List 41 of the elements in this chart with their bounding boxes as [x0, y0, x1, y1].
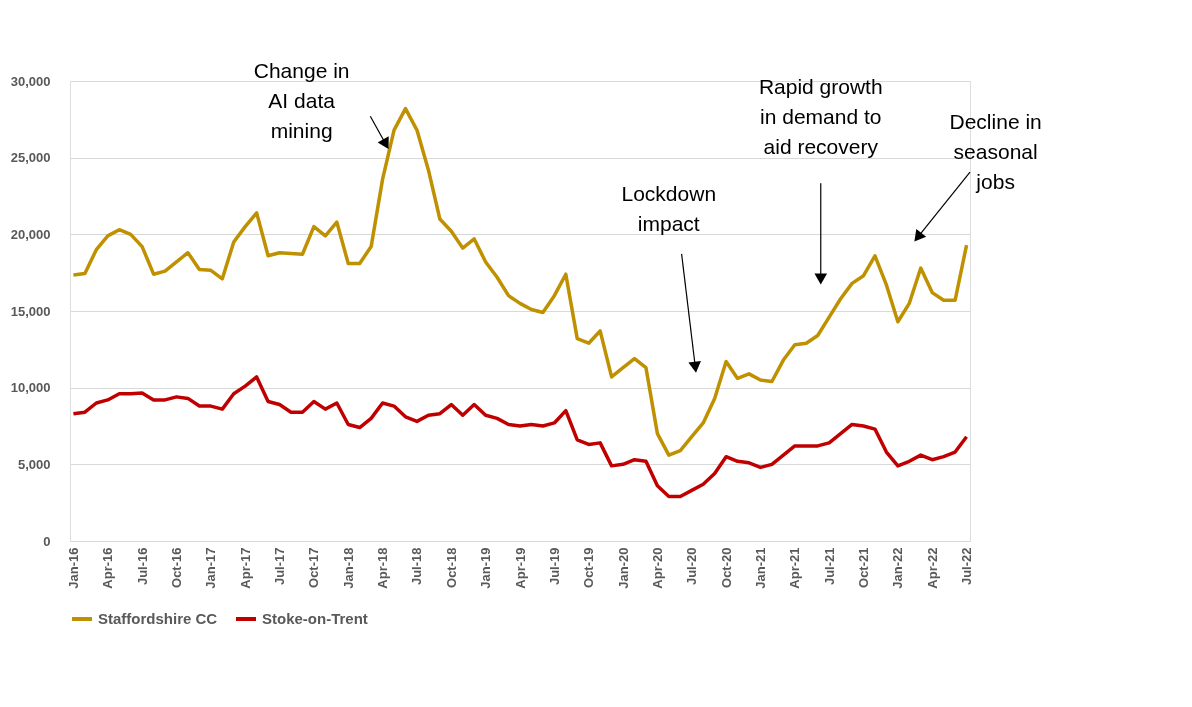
x-tick-label: Oct-16: [168, 547, 184, 588]
legend-label: Staffordshire CC: [98, 610, 218, 627]
x-tick-label: Oct-19: [581, 547, 597, 588]
y-tick-label: 0: [43, 533, 51, 549]
y-tick-label: 25,000: [10, 150, 51, 166]
x-tick-label: Jan-17: [203, 547, 219, 589]
y-tick-label: 10,000: [10, 380, 51, 396]
x-tick-label: Jul-22: [959, 547, 975, 586]
legend-label: Stoke-on-Trent: [262, 610, 368, 627]
x-tick-label: Apr-21: [787, 547, 803, 589]
x-tick-label: Jan-18: [340, 547, 356, 589]
x-tick-label: Jul-21: [821, 547, 837, 586]
y-tick-label: 5,000: [17, 456, 51, 472]
x-tick-label: Jul-19: [546, 547, 562, 586]
x-tick-label: Oct-21: [856, 547, 872, 588]
x-tick-label: Jul-18: [409, 547, 425, 586]
x-tick-label: Jan-21: [752, 547, 768, 589]
x-tick-label: Jul-20: [684, 547, 700, 586]
annotation: Rapid growth in demand to aid recovery: [758, 75, 883, 159]
x-tick-label: Apr-20: [649, 547, 665, 589]
x-tick-label: Apr-16: [100, 547, 116, 589]
x-tick-label: Apr-22: [924, 547, 940, 589]
line-series: [71, 375, 969, 499]
y-tick-label: 30,000: [10, 73, 51, 89]
x-tick-label: Oct-18: [443, 547, 459, 588]
x-tick-label: Jul-17: [272, 547, 288, 586]
annotation: Change in AI data mining: [253, 58, 350, 142]
x-tick-label: Apr-19: [512, 547, 528, 589]
annotation: Decline in seasonal jobs: [949, 109, 1042, 193]
y-tick-label: 20,000: [10, 226, 51, 242]
x-tick-label: Jan-16: [65, 547, 81, 589]
x-tick-label: Jan-20: [615, 547, 631, 589]
x-tick-label: Jan-19: [478, 547, 494, 589]
x-tick-label: Jul-16: [134, 547, 150, 586]
y-tick-label: 15,000: [10, 303, 51, 319]
annotation: Lockdown impact: [621, 182, 717, 236]
x-tick-label: Oct-20: [718, 547, 734, 588]
x-tick-label: Oct-17: [306, 547, 322, 588]
x-tick-label: Apr-18: [375, 547, 391, 589]
x-tick-label: Jan-22: [890, 547, 906, 589]
x-tick-label: Apr-17: [237, 547, 253, 589]
